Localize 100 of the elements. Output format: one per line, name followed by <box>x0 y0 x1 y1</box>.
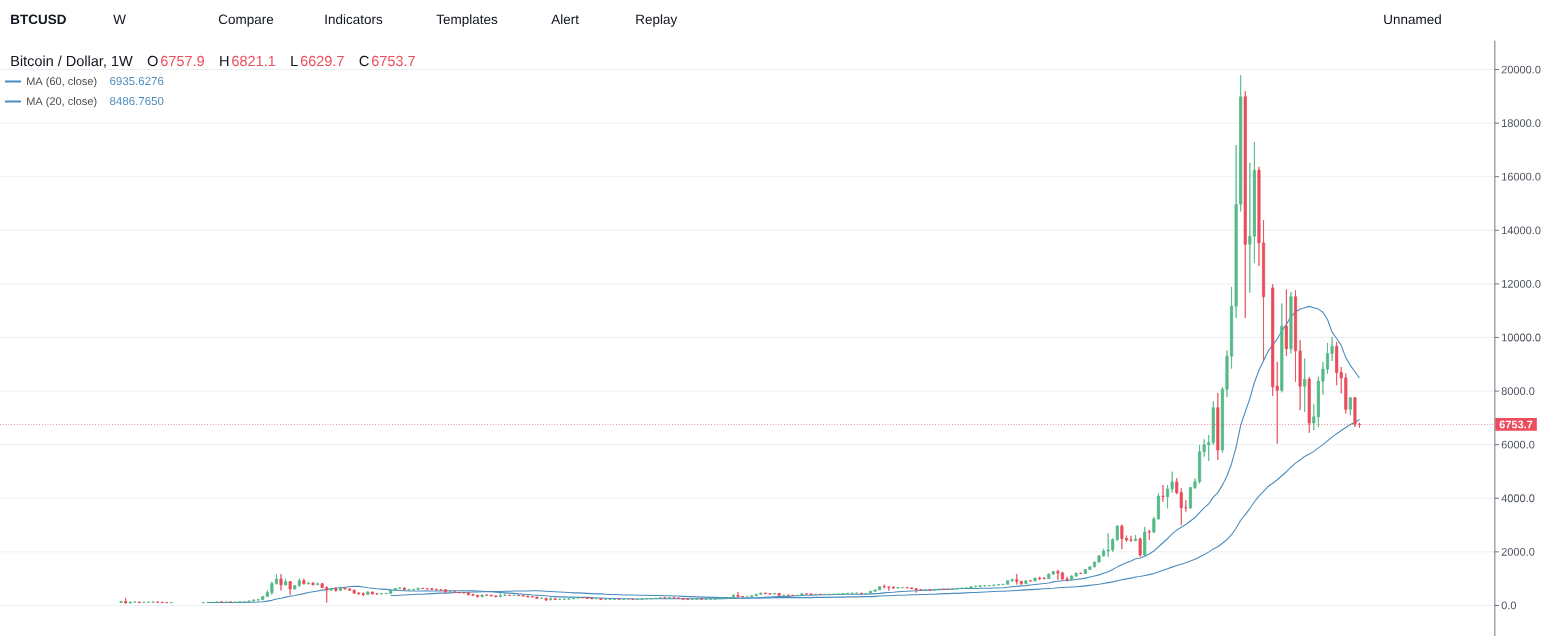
candlestick <box>1147 529 1151 541</box>
candlestick <box>366 590 370 596</box>
candlestick <box>896 586 900 589</box>
y-tick-label: 14000.0 <box>1502 226 1541 235</box>
candlestick <box>316 582 320 586</box>
candlestick <box>1015 573 1019 585</box>
candlestick <box>549 596 553 601</box>
candlestick <box>375 592 379 595</box>
candlestick <box>471 593 475 596</box>
y-tick-label: 2000.0 <box>1501 547 1535 556</box>
candlestick <box>343 587 347 590</box>
candlestick <box>1079 572 1083 575</box>
candlestick <box>1065 576 1069 582</box>
candlestick <box>517 594 521 597</box>
text: Compare <box>218 14 274 27</box>
candlestick <box>768 592 772 595</box>
candlestick <box>302 578 306 585</box>
candlestick <box>818 593 822 596</box>
candlestick <box>544 597 548 602</box>
text: Bitcoin / Dollar, 1W <box>11 55 133 68</box>
candlestick <box>864 592 868 595</box>
annotation: 6935.6276 <box>110 76 164 86</box>
candlestick <box>448 590 452 594</box>
candlestick <box>384 592 388 595</box>
candlestick <box>1047 573 1051 580</box>
annotation: 6753.7 <box>371 55 415 67</box>
text: Alert <box>551 14 579 25</box>
y-tick-label: 12000.0 <box>1502 280 1541 288</box>
candlestick <box>338 586 342 592</box>
candlestick <box>1070 575 1074 581</box>
candlestick <box>206 601 210 604</box>
candlestick <box>535 596 539 599</box>
candlestick <box>608 598 612 601</box>
candlestick <box>137 601 141 604</box>
y-tick-label: 18000.0 <box>1502 119 1541 128</box>
candlestick <box>1051 570 1055 576</box>
candlestick <box>1348 396 1352 416</box>
candlestick <box>453 591 457 594</box>
candlestick <box>932 588 937 591</box>
candlestick <box>380 592 384 595</box>
y-tick-label: 4000.0 <box>1501 494 1535 503</box>
annotation: 6821.1 <box>232 55 276 67</box>
candlestick <box>868 590 873 595</box>
candlestick <box>603 598 608 601</box>
candlestick <box>1134 534 1138 542</box>
annotation: H <box>220 56 229 66</box>
candlestick <box>1074 572 1078 578</box>
candlestick <box>124 597 128 604</box>
candlestick <box>1038 576 1042 581</box>
candlestick <box>480 594 484 598</box>
candlestick <box>284 578 288 587</box>
candlestick <box>416 587 420 591</box>
candlestick <box>329 587 333 592</box>
annotation: 8486.7650 <box>110 96 164 106</box>
annotation: L <box>291 56 298 66</box>
candlestick <box>599 598 603 601</box>
candlestick <box>507 594 512 597</box>
text: Replay <box>636 14 678 27</box>
candlestick <box>558 598 562 601</box>
candlestick <box>900 586 905 589</box>
text: Indicators <box>325 14 383 25</box>
text: W <box>113 14 126 24</box>
candlestick <box>777 592 781 596</box>
y-tick-label: 8000.0 <box>1501 387 1535 395</box>
candlestick <box>279 573 283 591</box>
candlestick <box>288 580 292 596</box>
candlestick <box>119 600 123 604</box>
candlestick <box>1056 569 1060 581</box>
candlestick <box>800 593 804 596</box>
annotation: C <box>359 55 369 67</box>
annotation: 6629.7 <box>300 55 344 67</box>
candlestick <box>658 596 662 599</box>
text: Unnamed <box>1384 14 1441 25</box>
candlestick <box>512 594 516 597</box>
candlestick <box>1138 537 1142 558</box>
candlestick <box>1161 484 1165 503</box>
candlestick <box>503 592 507 597</box>
legend-label: MA (20, close) <box>27 97 97 108</box>
candlestick <box>402 587 406 591</box>
annotation: 6757.9 <box>161 55 204 67</box>
candlestick <box>1120 524 1124 550</box>
candlestick <box>736 591 740 598</box>
candlestick <box>1303 358 1307 413</box>
candlestick <box>439 588 443 591</box>
candlestick <box>969 586 973 589</box>
candlestick <box>1028 580 1033 583</box>
candlestick <box>553 598 557 601</box>
candlestick <box>1010 578 1014 582</box>
candlestick <box>1129 535 1133 543</box>
y-tick-label: 6000.0 <box>1501 440 1535 449</box>
candlestick <box>1289 291 1293 354</box>
candlestick <box>1143 526 1147 557</box>
text: Templates <box>436 14 498 27</box>
candlestick <box>247 600 251 603</box>
ref-line-label: 6753.7 <box>1499 420 1533 429</box>
candlestick <box>782 594 786 597</box>
candlestick <box>361 592 365 597</box>
candlestick <box>773 592 777 595</box>
candlestick <box>169 601 173 604</box>
candlestick <box>905 586 909 589</box>
